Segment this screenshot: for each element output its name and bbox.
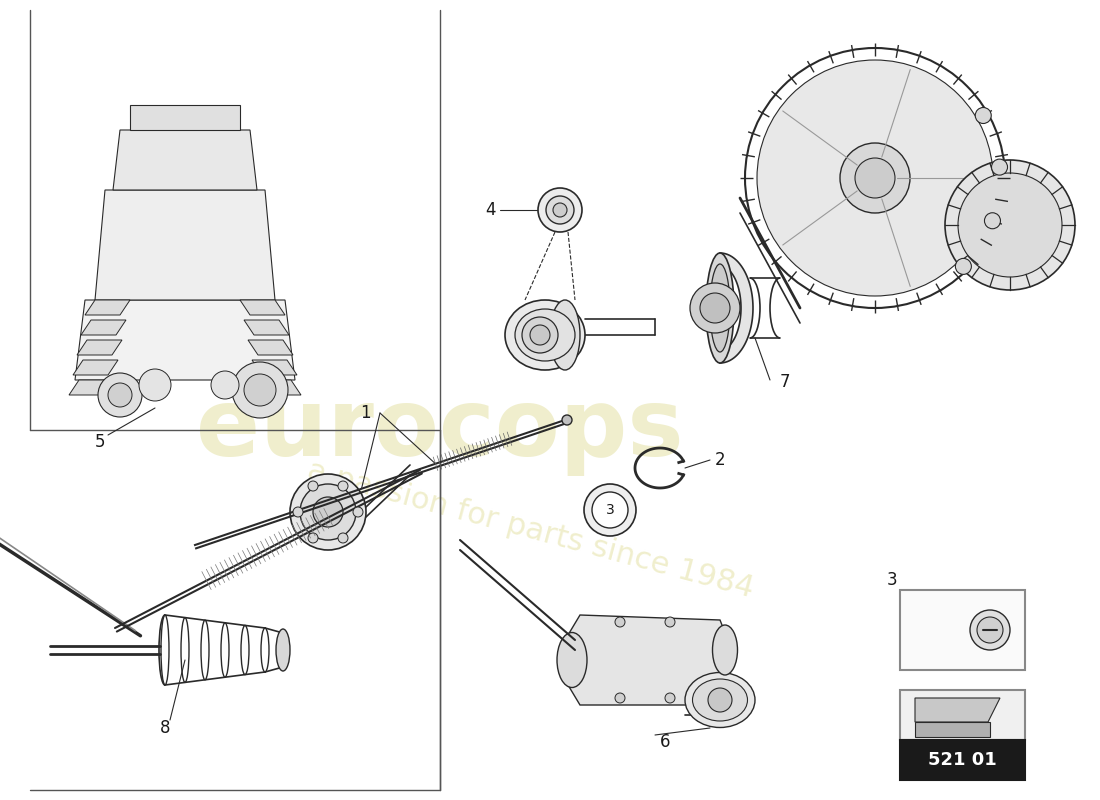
Circle shape: [98, 373, 142, 417]
Circle shape: [956, 258, 971, 274]
Circle shape: [314, 497, 343, 527]
Polygon shape: [565, 615, 730, 705]
Polygon shape: [256, 380, 301, 395]
Circle shape: [708, 688, 732, 712]
Polygon shape: [69, 380, 114, 395]
Polygon shape: [915, 722, 990, 737]
Ellipse shape: [706, 253, 734, 363]
Circle shape: [522, 317, 558, 353]
Circle shape: [945, 160, 1075, 290]
Circle shape: [700, 293, 730, 323]
Circle shape: [308, 481, 318, 491]
Text: 8: 8: [160, 719, 170, 737]
Circle shape: [991, 159, 1008, 175]
Circle shape: [553, 203, 566, 217]
Circle shape: [977, 617, 1003, 643]
Circle shape: [290, 474, 366, 550]
Bar: [900, 739, 1025, 780]
Circle shape: [976, 107, 991, 123]
Circle shape: [840, 143, 910, 213]
Circle shape: [300, 484, 356, 540]
Polygon shape: [85, 300, 130, 315]
Circle shape: [338, 533, 348, 543]
Circle shape: [958, 173, 1062, 277]
Circle shape: [562, 415, 572, 425]
Ellipse shape: [276, 629, 290, 671]
Ellipse shape: [550, 300, 580, 370]
Polygon shape: [248, 340, 293, 355]
Circle shape: [108, 383, 132, 407]
Polygon shape: [81, 320, 126, 335]
Polygon shape: [75, 300, 295, 380]
Text: 1: 1: [360, 404, 371, 422]
Polygon shape: [77, 340, 122, 355]
Bar: [130, 105, 240, 130]
Polygon shape: [240, 300, 285, 315]
Circle shape: [546, 196, 574, 224]
Ellipse shape: [515, 309, 575, 361]
Text: eurocops: eurocops: [196, 384, 684, 476]
Bar: [900, 590, 1025, 670]
Text: 6: 6: [660, 733, 670, 751]
Text: 4: 4: [485, 201, 495, 219]
Circle shape: [139, 369, 170, 401]
Polygon shape: [73, 360, 118, 375]
Circle shape: [690, 283, 740, 333]
Circle shape: [970, 610, 1010, 650]
Circle shape: [757, 60, 993, 296]
Circle shape: [666, 617, 675, 627]
Text: 521 01: 521 01: [927, 751, 997, 770]
Polygon shape: [113, 130, 257, 190]
Circle shape: [592, 492, 628, 528]
Circle shape: [538, 188, 582, 232]
Ellipse shape: [685, 673, 755, 727]
Circle shape: [211, 371, 239, 399]
Circle shape: [855, 158, 895, 198]
Circle shape: [232, 362, 288, 418]
Circle shape: [308, 533, 318, 543]
Circle shape: [615, 617, 625, 627]
Polygon shape: [915, 698, 1000, 722]
Ellipse shape: [713, 625, 737, 675]
Circle shape: [293, 507, 303, 517]
Polygon shape: [95, 190, 275, 300]
Polygon shape: [252, 360, 297, 375]
Circle shape: [984, 213, 1001, 229]
Circle shape: [666, 693, 675, 703]
Text: 2: 2: [715, 451, 725, 469]
Polygon shape: [720, 253, 754, 363]
Circle shape: [530, 325, 550, 345]
Circle shape: [584, 484, 636, 536]
Ellipse shape: [693, 679, 748, 721]
Text: a passion for parts since 1984: a passion for parts since 1984: [304, 456, 757, 604]
Text: 7: 7: [780, 373, 790, 391]
Text: 5: 5: [95, 433, 106, 451]
Ellipse shape: [505, 300, 585, 370]
Text: 3: 3: [606, 503, 615, 517]
Circle shape: [244, 374, 276, 406]
Circle shape: [338, 481, 348, 491]
Circle shape: [353, 507, 363, 517]
Polygon shape: [244, 320, 289, 335]
Text: 3: 3: [887, 571, 898, 589]
Ellipse shape: [557, 633, 587, 687]
Bar: [900, 690, 1025, 739]
Ellipse shape: [710, 264, 730, 352]
Circle shape: [615, 693, 625, 703]
